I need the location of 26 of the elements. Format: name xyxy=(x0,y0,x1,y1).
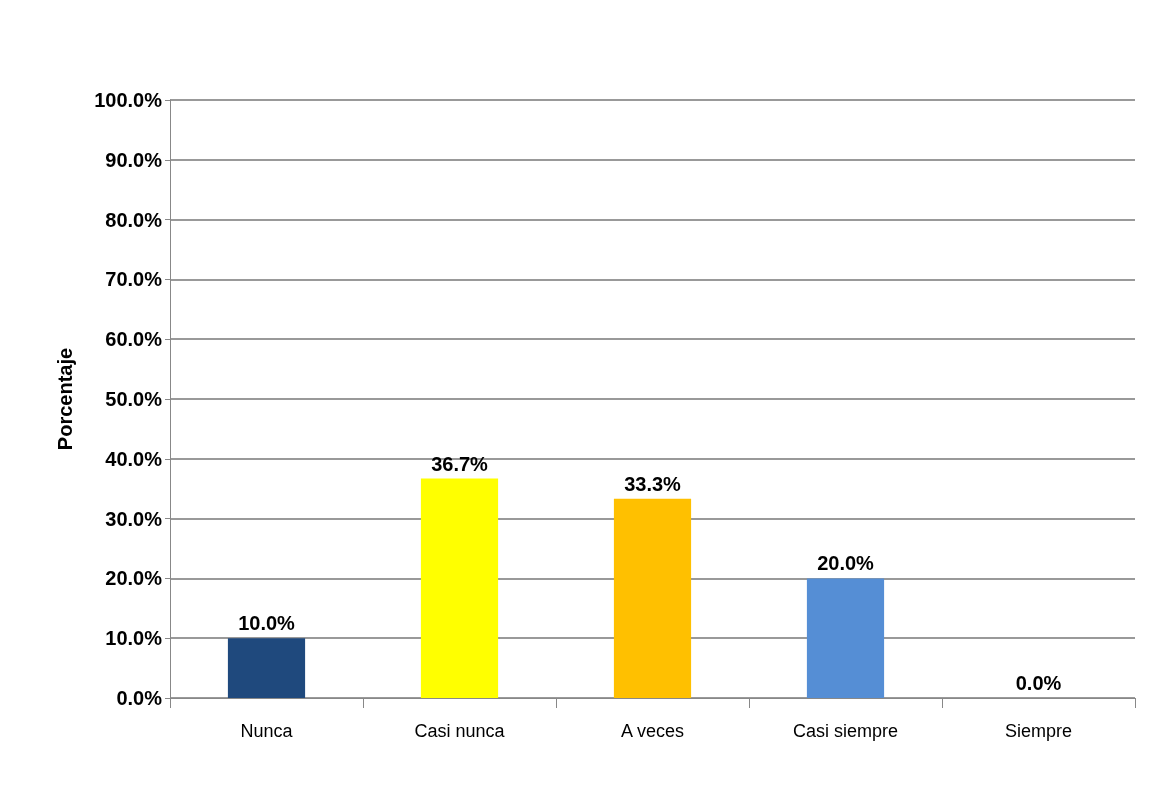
y-tick-label: 100.0% xyxy=(94,89,163,111)
data-label: 36.7% xyxy=(431,452,489,475)
data-label: 0.0% xyxy=(1015,672,1062,694)
data-label: 10.0% xyxy=(238,612,296,635)
y-tick-label: 20.0% xyxy=(105,567,163,590)
y-tick-label: 80.0% xyxy=(105,208,163,231)
x-tick-label: Casi nunca xyxy=(414,721,506,741)
x-tick-label: Casi siempre xyxy=(792,721,899,741)
x-tick-label: Siempre xyxy=(1004,721,1073,741)
y-tick-label: 90.0% xyxy=(105,148,163,171)
y-tick-label: 30.0% xyxy=(105,507,163,530)
bar xyxy=(806,578,885,698)
y-tick-label: 70.0% xyxy=(105,268,163,291)
data-label: 20.0% xyxy=(817,552,875,575)
y-tick-label: 50.0% xyxy=(105,388,163,410)
y-axis-title: Porcentaje xyxy=(54,347,76,451)
x-tick-label: A veces xyxy=(620,721,685,741)
bar xyxy=(227,638,306,698)
bar xyxy=(420,478,499,698)
y-tick-label: 10.0% xyxy=(105,627,163,650)
x-tick-label: Nunca xyxy=(240,721,294,741)
y-tick-label: 0.0% xyxy=(116,687,163,709)
bar xyxy=(613,498,692,698)
data-label: 33.3% xyxy=(624,472,682,495)
y-tick-label: 60.0% xyxy=(105,328,163,351)
y-tick-label: 40.0% xyxy=(105,447,163,470)
